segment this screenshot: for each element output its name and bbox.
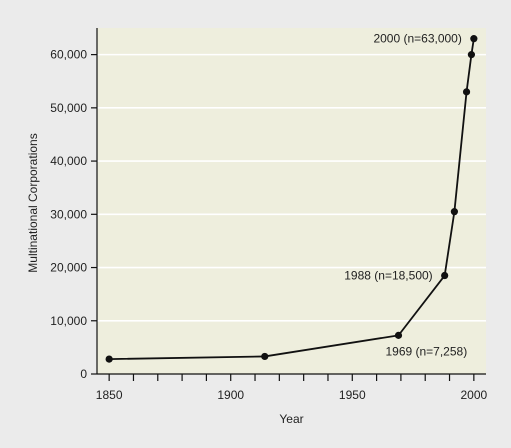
annotation-1969: 1969 (n=7,258) <box>385 344 467 358</box>
y-tick-label: 10,000 <box>50 314 87 328</box>
data-point <box>105 355 113 363</box>
y-axis-title: Multinational Corporations <box>26 133 40 272</box>
x-axis-title: Year <box>279 412 303 426</box>
y-ticks: 0 10,000 20,000 30,000 40,000 50,000 60,000 <box>50 48 97 381</box>
y-tick-label: 30,000 <box>50 207 87 221</box>
plot-area <box>97 28 486 374</box>
x-tick-label: 1850 <box>96 388 123 402</box>
grid-lines <box>97 53 486 322</box>
x-tick-label: 1950 <box>339 388 366 402</box>
annotation-1988: 1988 (n=18,500) <box>344 269 432 283</box>
annotations: 2000 (n=63,000) 1988 (n=18,500) 1969 (n=7,… <box>344 32 467 359</box>
y-tick-label: 20,000 <box>50 261 87 275</box>
annotation-2000: 2000 (n=63,000) <box>373 32 461 46</box>
data-point <box>394 331 403 339</box>
data-point <box>462 88 471 96</box>
y-tick-label: 50,000 <box>50 101 87 115</box>
data-point <box>470 35 478 43</box>
x-ticks: 1850 1900 1950 2000 <box>96 374 488 402</box>
data-point <box>441 271 449 280</box>
axes <box>96 28 486 375</box>
y-tick-label: 60,000 <box>50 48 87 62</box>
series <box>105 35 478 363</box>
data-point <box>261 352 269 361</box>
series-line <box>109 38 475 360</box>
x-tick-label: 1900 <box>217 388 244 402</box>
y-tick-label: 0 <box>80 367 87 381</box>
x-tick-label: 2000 <box>460 388 487 402</box>
y-tick-label: 40,000 <box>50 154 87 168</box>
data-point <box>467 51 476 59</box>
data-point <box>450 208 458 216</box>
